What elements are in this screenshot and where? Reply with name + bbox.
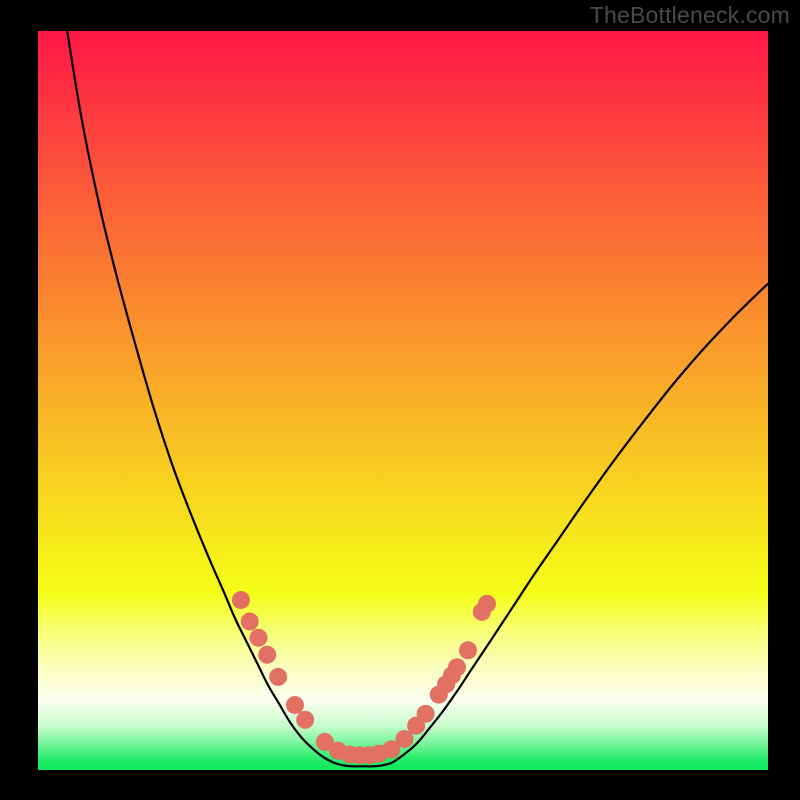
data-point — [448, 658, 466, 676]
data-point — [241, 612, 259, 630]
data-point — [459, 641, 477, 659]
data-point — [269, 668, 287, 686]
watermark-label: TheBottleneck.com — [590, 2, 790, 29]
data-point — [286, 696, 304, 714]
data-point — [258, 646, 276, 664]
data-point — [232, 591, 250, 609]
data-point — [296, 711, 314, 729]
data-point — [478, 595, 496, 613]
plot-area — [38, 31, 768, 770]
gradient-background — [38, 31, 768, 770]
chart-svg — [38, 31, 768, 770]
data-point — [249, 629, 267, 647]
chart-frame: TheBottleneck.com — [0, 0, 800, 800]
data-point — [417, 705, 435, 723]
